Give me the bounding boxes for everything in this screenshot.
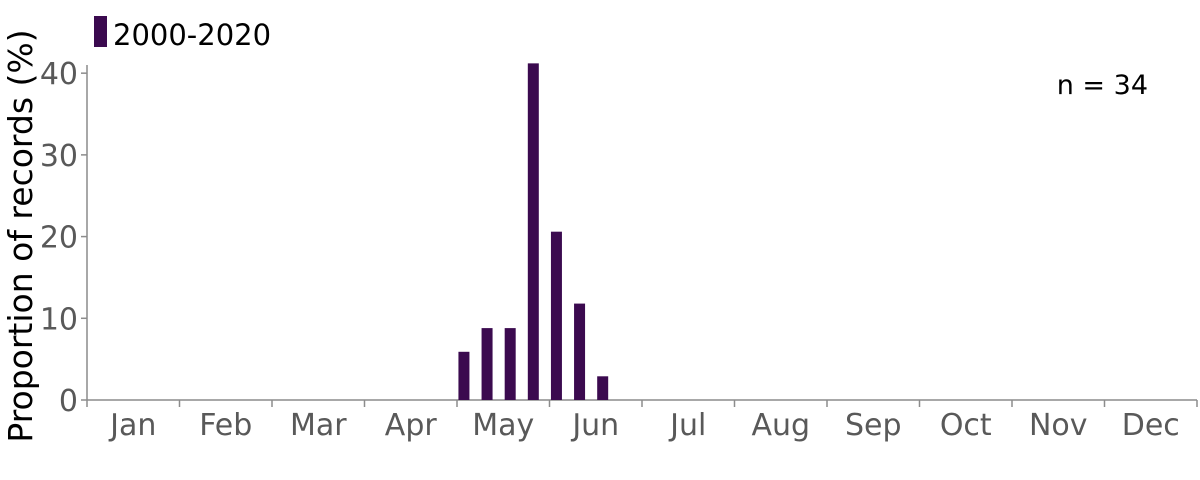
bar [504,328,516,400]
x-tick-label: Jan [108,408,156,443]
bar [597,376,609,400]
x-tick-label: May [472,408,534,443]
x-tick-label: Dec [1122,408,1180,443]
y-axis-title: Proportion of records (%) [1,29,40,442]
bar [458,351,470,400]
bar [527,63,539,401]
x-tick-label: Mar [290,408,347,443]
x-tick-label: Oct [940,408,992,443]
bars [458,63,609,401]
y-tick-label: 40 [40,57,78,92]
axes [86,65,1197,401]
x-tick-label: Jun [570,408,619,443]
legend: 2000-2020 [94,16,271,52]
legend-label: 2000-2020 [113,18,271,52]
bar [550,231,562,400]
y-tick-label: 30 [40,139,78,174]
y-tick-label: 0 [59,384,78,419]
x-tick-label: Sep [845,408,902,443]
bar [481,328,493,400]
y-tick-label: 20 [40,221,78,256]
x-tick-label: Feb [199,408,252,443]
sample-size-annotation: n = 34 [1057,70,1148,101]
legend-swatch [94,16,107,47]
x-tick-label: Aug [751,408,810,443]
x-tick-label: Nov [1029,408,1088,443]
y-tick-label: 10 [40,302,78,337]
bar [574,303,586,400]
x-tick-label: Jul [668,408,706,443]
x-tick-label: Apr [385,408,438,443]
x-ticks: Jan Feb Mar Apr May Jun Jul Aug Sep Oct Nov Dec [86,400,1198,443]
y-ticks: 0 10 20 30 40 [40,57,87,419]
